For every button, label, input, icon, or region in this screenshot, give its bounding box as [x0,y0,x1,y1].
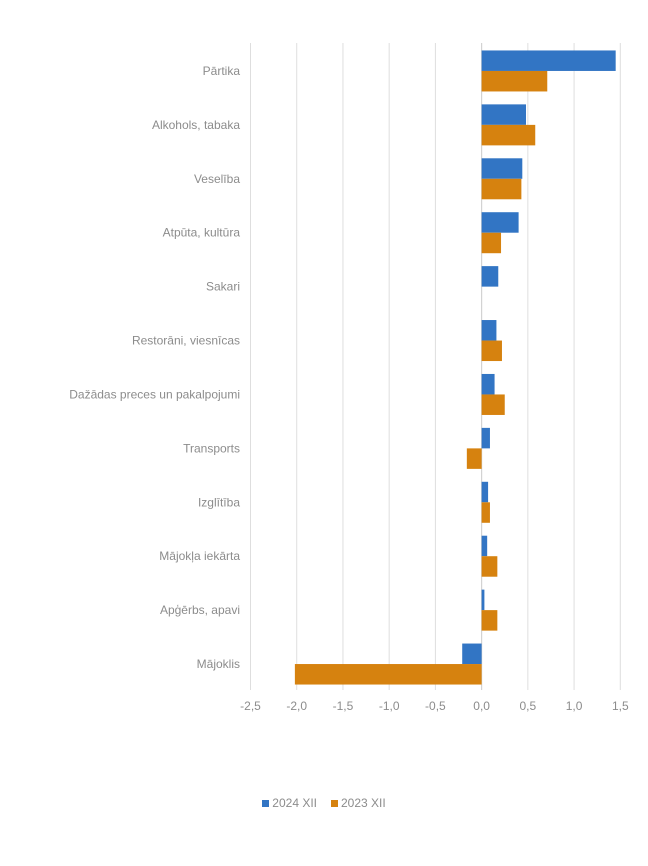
category-label: Apģērbs, apavi [160,603,240,617]
category-label: Izglītība [198,495,240,509]
category-label: Mājoklis [197,657,240,671]
x-tick-label: -2,0 [286,699,307,713]
bar-2023-xii [481,502,490,523]
category-label: Veselība [194,172,240,186]
bar-2024-xii [481,104,527,125]
bars [294,50,616,685]
legend-item-2023: 2023 XII [331,796,386,810]
bar-2024-xii [481,373,495,395]
legend-item-2024: 2024 XII [262,796,317,810]
bar-2023-xii [481,232,502,254]
legend-label-2024: 2024 XII [272,796,317,810]
bar-2024-xii [481,158,523,179]
bar-2024-xii [481,266,499,287]
category-label: Dažādas preces un pakalpojumi [69,387,240,401]
x-tick-label: 1,0 [566,699,583,713]
bar-2023-xii [294,664,482,685]
x-tick-labels: -2,5 -2,0 -1,5 -1,0 -0,5 0,0 0,5 1,0 1,5 [240,699,629,713]
x-tick-label: -2,5 [240,699,261,713]
bar-2024-xii [481,320,497,341]
x-tick-label: -1,0 [379,699,400,713]
legend-swatch-2023 [331,799,338,807]
x-tick-label: 1,5 [612,699,629,713]
bar-2023-xii [481,556,498,577]
bar-2024-xii [481,50,616,71]
bar-2023-xii [481,124,536,146]
legend-swatch-2024 [262,799,270,807]
category-label: Transports [183,441,240,455]
bar-2024-xii [481,589,485,611]
category-label: Pārtika [203,64,241,78]
bar-2024-xii [481,212,519,233]
bar-2023-xii [466,448,482,469]
bar-2024-xii [462,643,482,665]
category-label: Alkohols, tabaka [152,118,240,132]
x-tick-label: 0,0 [473,699,490,713]
x-tick-label: -1,5 [333,699,354,713]
bar-2023-xii [481,70,548,92]
bar-2023-xii [481,394,505,415]
x-tick-label: 0,5 [520,699,537,713]
bar-2024-xii [481,535,488,557]
category-label: Sakari [206,280,240,294]
gridlines [250,43,621,690]
bar-2023-xii [481,610,498,631]
category-label: Atpūta, kultūra [163,226,241,240]
bar-2024-xii [481,427,490,449]
legend-label-2023: 2023 XII [341,796,386,810]
category-label: Mājokļa iekārta [159,549,240,563]
bar-2023-xii [481,340,502,362]
bar-2024-xii [481,481,489,503]
legend: 2024 XII 2023 XII [0,796,648,810]
category-label: Restorāni, viesnīcas [132,334,240,348]
category-labels: Pārtika Alkohols, tabaka Veselība Atpūta, k… [69,64,240,671]
bar-2023-xii [481,178,522,200]
x-tick-label: -0,5 [425,699,446,713]
